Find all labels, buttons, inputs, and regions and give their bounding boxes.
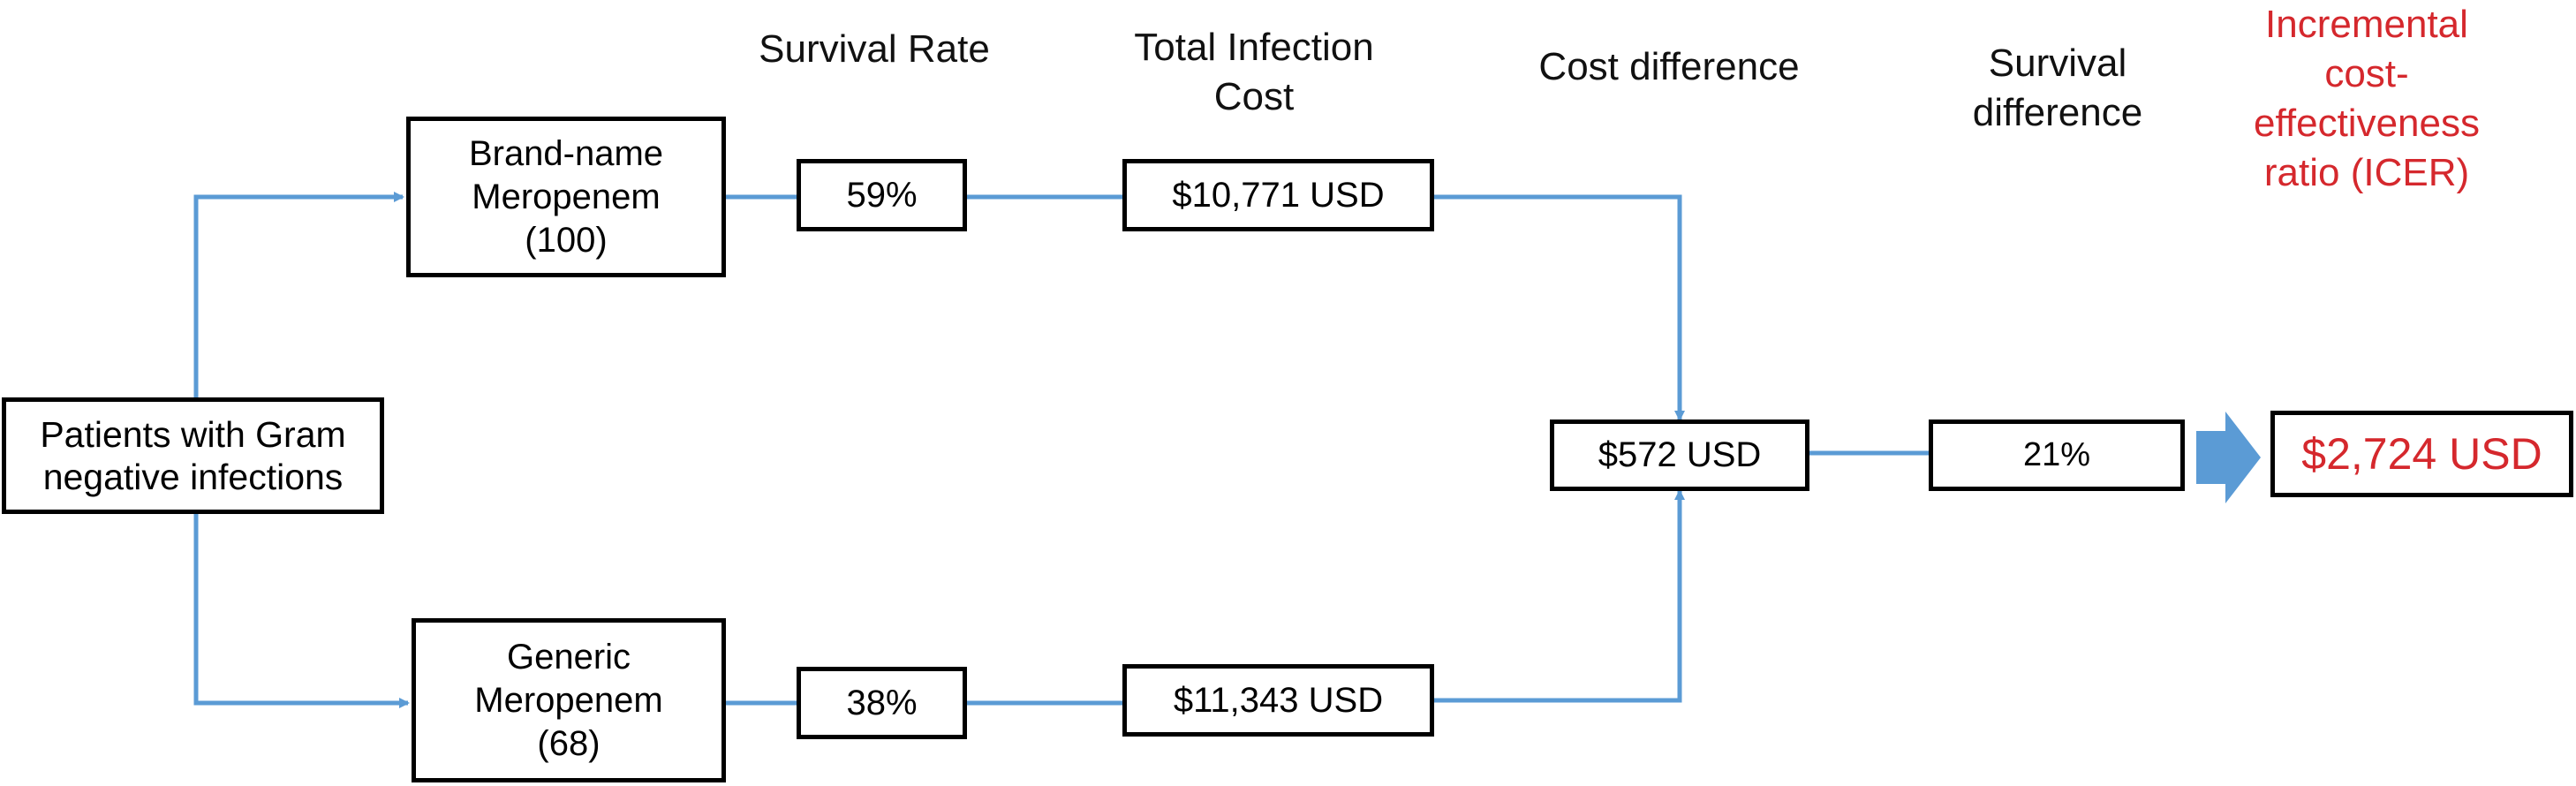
cost-difference-value: $572 USD xyxy=(1598,435,1762,474)
header-survival-rate: Survival Rate xyxy=(759,27,990,71)
survival-difference-value: 21% xyxy=(2022,436,2091,473)
connector-patients-to-brand xyxy=(193,192,404,397)
brand-survival-box: 59% xyxy=(797,159,967,231)
connector-generic-cost-to-difference xyxy=(1434,489,1685,703)
generic-meropenem-box: Generic Meropenem (68) xyxy=(412,618,726,782)
survival-difference-box: 21% xyxy=(1929,419,2185,491)
generic-cost-value: $11,343 USD xyxy=(1173,680,1384,720)
brand-cost-value: $10,771 USD xyxy=(1172,175,1385,215)
generic-survival-value: 38% xyxy=(846,683,918,722)
generic-meropenem-label: Generic Meropenem (68) xyxy=(474,637,663,763)
patients-box: Patients with Gram negative infections xyxy=(2,397,384,514)
header-icer: Incremental cost- effectiveness ratio (I… xyxy=(2253,3,2480,194)
brand-meropenem-label: Brand-name Meropenem (100) xyxy=(468,133,664,260)
brand-cost-box: $10,771 USD xyxy=(1122,159,1434,231)
brand-survival-value: 59% xyxy=(846,175,918,215)
icer-box: $2,724 USD xyxy=(2270,411,2573,497)
header-cost-difference: Cost difference xyxy=(1538,45,1800,88)
header-survival-difference: Survival difference xyxy=(1972,42,2143,134)
patients-label: Patients with Gram negative infections xyxy=(40,414,346,497)
icer-value: $2,724 USD xyxy=(2301,429,2542,479)
generic-survival-box: 38% xyxy=(797,667,967,739)
connector-brand-cost-to-difference xyxy=(1434,194,1685,421)
generic-cost-box: $11,343 USD xyxy=(1122,664,1434,737)
cost-difference-box: $572 USD xyxy=(1550,419,1809,491)
connector-patients-to-generic xyxy=(193,514,410,708)
brand-meropenem-box: Brand-name Meropenem (100) xyxy=(406,117,726,277)
right-block-arrow-icon xyxy=(2196,412,2261,503)
header-total-infection-cost: Total Infection Cost xyxy=(1134,26,1374,118)
